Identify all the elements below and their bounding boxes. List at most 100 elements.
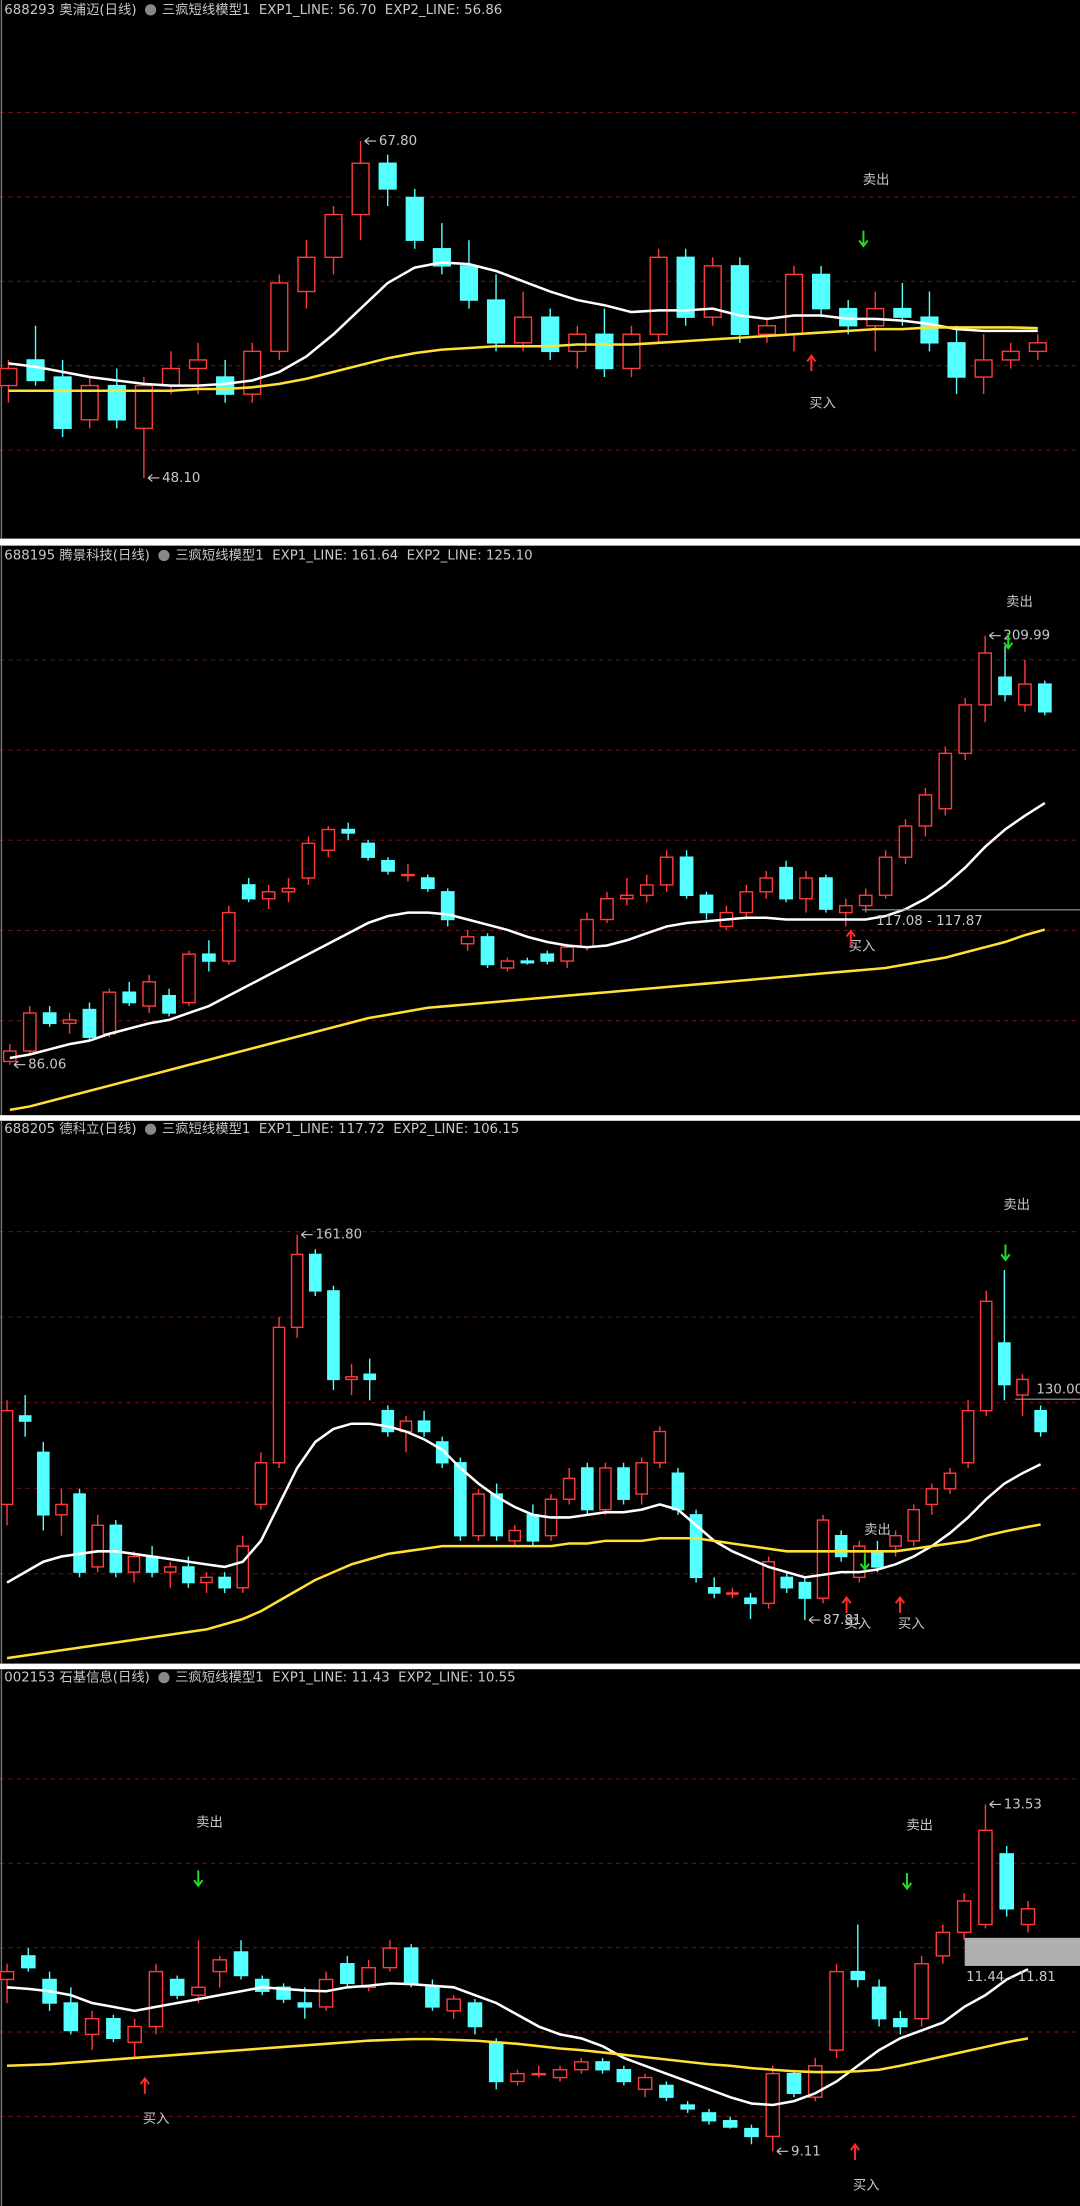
candle-body — [272, 1326, 286, 1464]
candle-body — [726, 1592, 739, 1595]
indicator-line — [6, 2037, 1029, 2074]
candle-body — [914, 1963, 929, 2020]
separator — [0, 538, 1080, 546]
candle-body — [649, 256, 668, 335]
candle-body — [0, 1409, 14, 1506]
candle-body — [562, 1477, 576, 1500]
candle-body — [216, 376, 235, 395]
candle-body — [918, 794, 933, 827]
candle-body — [254, 1978, 270, 1992]
legend-entry: EXP1_LINE: 161.64 — [272, 548, 398, 563]
candle-body — [341, 828, 356, 834]
candle-body — [616, 2069, 632, 2083]
candle-body — [979, 1300, 993, 1412]
candle-body — [73, 1493, 86, 1573]
candle-body — [744, 2127, 759, 2138]
candle-body — [510, 2072, 525, 2083]
candle-body — [816, 1519, 830, 1599]
candle-body — [599, 1467, 612, 1511]
legend-entry: EXP2_LINE: 125.10 — [407, 548, 533, 563]
candle-body — [730, 265, 749, 335]
candle-body — [1020, 1908, 1036, 1926]
candle-body — [162, 994, 176, 1014]
candle-body — [109, 1524, 123, 1573]
marker-arrow — [301, 1230, 313, 1239]
candle-body — [1037, 683, 1052, 713]
signal-arrow — [894, 1595, 906, 1613]
candle-body — [637, 2076, 653, 2091]
signal-arrow — [139, 2076, 150, 2094]
candle-body — [780, 1576, 794, 1589]
separator — [0, 1115, 1080, 1121]
candle-body — [435, 1441, 449, 1464]
candle-body — [689, 1514, 703, 1579]
candle-body — [744, 1597, 757, 1605]
candle-body — [838, 904, 853, 914]
marker-arrow — [989, 1800, 1001, 1809]
indicator-name: 三疯短线模型1 — [175, 547, 264, 563]
candle-body — [405, 196, 424, 241]
high-label: 67.80 — [379, 134, 417, 149]
candle-body — [161, 367, 181, 387]
signal-label: 买入 — [849, 938, 876, 954]
candle-body — [680, 2104, 695, 2110]
candle-body — [301, 842, 316, 879]
candle-body — [701, 2112, 717, 2122]
candle-body — [978, 652, 993, 706]
candle-body — [290, 1253, 304, 1329]
signal-arrow — [859, 1553, 870, 1572]
candle-body — [460, 936, 475, 945]
candle-body — [446, 1998, 461, 2012]
candle-body — [84, 2017, 100, 2036]
candle-body — [308, 1253, 322, 1292]
candle-body — [191, 1986, 206, 1996]
candle-body — [321, 828, 336, 851]
candle-body — [91, 1524, 105, 1568]
candle-body — [381, 1409, 395, 1433]
candle-body — [703, 265, 722, 318]
candle-body — [622, 333, 641, 370]
candle-body — [490, 1493, 503, 1537]
marker-arrow — [776, 2147, 789, 2156]
candle-body — [480, 936, 495, 966]
legend-entry: EXP1_LINE: 117.72 — [259, 1122, 385, 1137]
candle-body — [403, 1947, 419, 1985]
candle-body — [467, 2002, 483, 2028]
candle-body — [42, 1012, 57, 1025]
candle-body — [722, 2120, 738, 2128]
candle-body — [961, 1409, 975, 1464]
signal-label: 卖出 — [196, 1815, 223, 1831]
candle-body — [134, 384, 153, 430]
candle-body — [707, 1587, 721, 1594]
candle-body — [1016, 1378, 1029, 1396]
candle-body — [318, 1978, 334, 2008]
candle-body — [417, 1420, 431, 1433]
candle-body — [878, 856, 893, 896]
candle-body — [276, 1986, 291, 2000]
high-label: 161.80 — [315, 1228, 362, 1243]
indicator-icon — [158, 1672, 170, 1684]
low-label: 87.81 — [823, 1613, 861, 1628]
candle-body — [472, 1493, 485, 1537]
candle-body — [935, 1931, 951, 1957]
signal-label: 买入 — [809, 396, 836, 412]
candle-body — [261, 891, 276, 900]
candle-body — [893, 307, 912, 318]
candle-body — [233, 1951, 249, 1977]
candle-body — [188, 359, 208, 370]
candle-body — [526, 1514, 540, 1542]
candle-body — [653, 1430, 667, 1464]
candle-body — [807, 2065, 823, 2098]
indicator-icon — [144, 4, 157, 16]
candle-body — [381, 859, 395, 872]
candle-body — [699, 894, 714, 914]
signal-arrow — [193, 1870, 204, 1888]
legend-entry: EXP2_LINE: 106.15 — [393, 1122, 519, 1137]
candle-body — [22, 1012, 37, 1052]
candle-body — [974, 359, 993, 378]
candle-body — [757, 325, 777, 335]
candle-body — [53, 376, 72, 430]
candle-body — [486, 299, 506, 344]
